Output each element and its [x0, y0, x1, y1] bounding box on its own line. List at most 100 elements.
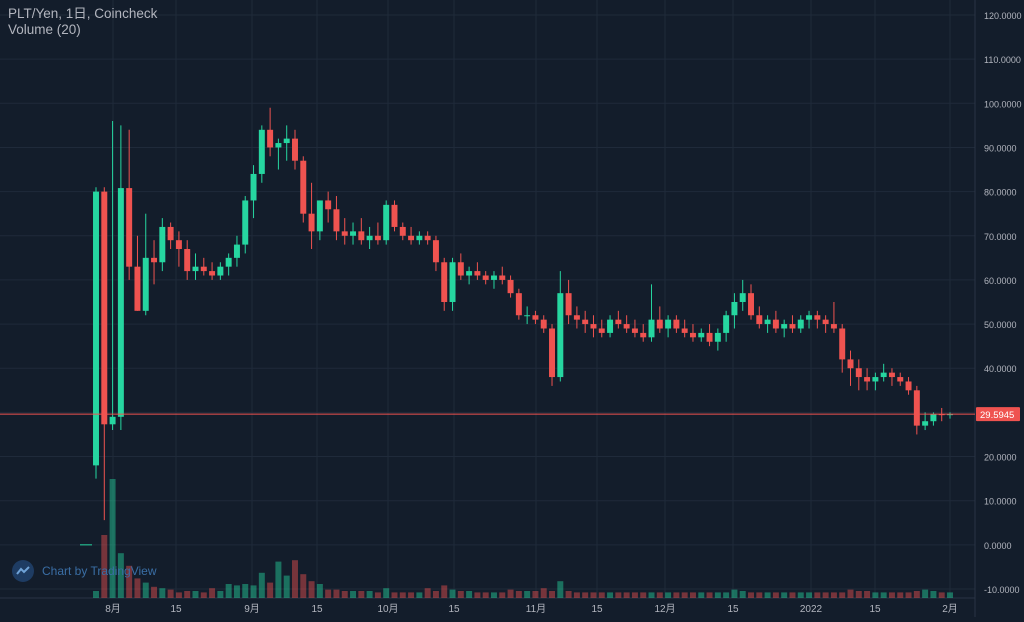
volume-bar	[665, 592, 672, 598]
volume-bar	[341, 591, 348, 598]
candle-body	[789, 324, 796, 329]
volume-bar	[441, 585, 448, 598]
candle-body	[847, 359, 854, 369]
volume-bar	[151, 586, 158, 598]
candle-body	[880, 372, 887, 378]
candle-body	[814, 315, 821, 320]
y-tick-label: -10.0000	[984, 585, 1020, 595]
candle-body	[723, 315, 730, 333]
volume-bar	[233, 585, 240, 598]
volume-bar	[565, 591, 572, 598]
candle-body	[698, 332, 705, 338]
volume-bar	[714, 592, 721, 598]
x-tick-label: 15	[311, 604, 323, 615]
volume-bar	[474, 592, 481, 598]
volume-bar	[134, 578, 141, 598]
volume-bar	[300, 574, 307, 598]
x-tick-label: 2022	[800, 604, 823, 615]
volume-bar	[648, 592, 655, 598]
candle-body	[474, 271, 481, 276]
candle-body	[300, 160, 307, 214]
volume-bar	[855, 591, 862, 598]
volume-bar	[242, 584, 249, 598]
volume-bar	[938, 592, 945, 598]
volume-bar	[325, 589, 332, 598]
volume-bar	[466, 591, 473, 598]
candle-body	[167, 226, 174, 241]
volume-bar	[142, 582, 149, 598]
candle-body	[540, 319, 547, 329]
y-tick-label: 80.0000	[984, 188, 1017, 198]
volume-bar	[607, 592, 614, 598]
volume-bar	[184, 591, 191, 598]
candle-body	[101, 191, 108, 425]
volume-bar	[225, 584, 232, 598]
candle-body	[316, 200, 323, 232]
volume-bar	[764, 592, 771, 598]
volume-bar	[830, 592, 837, 598]
candle-body	[822, 319, 829, 325]
volume-bar	[283, 575, 290, 598]
volume-bar	[308, 581, 315, 598]
volume-bar	[391, 592, 398, 598]
candle-body	[109, 416, 116, 425]
volume-bar	[292, 560, 298, 598]
candle-body	[225, 257, 232, 267]
candle-body	[631, 328, 638, 333]
tradingview-watermark[interactable]: Chart by TradingView	[12, 560, 157, 582]
candle-body	[292, 138, 298, 161]
candle-body	[432, 240, 439, 263]
candle-body	[490, 275, 497, 280]
candle-body	[350, 231, 357, 236]
volume-bar	[706, 592, 713, 598]
candle-body	[408, 235, 415, 241]
y-tick-label: 70.0000	[984, 232, 1017, 242]
y-tick-label: 60.0000	[984, 276, 1017, 286]
candle-body	[374, 235, 381, 241]
candle-body	[872, 377, 879, 382]
volume-bar	[739, 591, 746, 598]
volume-bar	[573, 592, 580, 598]
volume-bar	[416, 592, 423, 598]
x-tick-label: 8月	[105, 603, 121, 615]
volume-bar	[515, 591, 522, 598]
volume-bar	[847, 589, 854, 598]
volume-bar	[756, 592, 763, 598]
candle-body	[258, 129, 265, 174]
volume-bar	[366, 591, 373, 598]
volume-bar	[101, 535, 108, 598]
x-tick-label: 15	[869, 604, 881, 615]
volume-bar	[350, 591, 357, 598]
candle-body	[358, 231, 365, 241]
x-tick-label: 2月	[942, 603, 958, 615]
y-tick-label: 10.0000	[984, 497, 1017, 507]
candle-body	[275, 143, 282, 148]
volume-bar	[922, 589, 929, 598]
candle-body	[573, 315, 580, 320]
x-tick-label: 15	[448, 604, 460, 615]
candle-body	[325, 200, 332, 210]
volume-bar	[490, 592, 497, 598]
candle-body	[855, 368, 862, 378]
volume-bar	[748, 592, 754, 598]
candle-body	[200, 266, 207, 272]
candle-body	[391, 204, 398, 227]
y-tick-label: 20.0000	[984, 453, 1017, 463]
candle-body	[673, 319, 680, 329]
x-tick-label: 9月	[244, 603, 260, 615]
candle-body	[615, 319, 622, 325]
volume-bar	[250, 585, 257, 598]
x-tick-label: 15	[727, 604, 739, 615]
candle-body	[532, 315, 539, 320]
candle-body	[209, 271, 216, 276]
candle-body	[250, 173, 257, 201]
volume-bar	[814, 592, 821, 598]
candle-body	[142, 257, 149, 311]
volume-bar	[723, 592, 730, 598]
chart-header: PLT/Yen, 1日, Coincheck Volume (20)	[8, 6, 157, 38]
volume-bar	[689, 592, 696, 598]
candle-body	[333, 209, 340, 232]
candle-body	[565, 293, 572, 316]
